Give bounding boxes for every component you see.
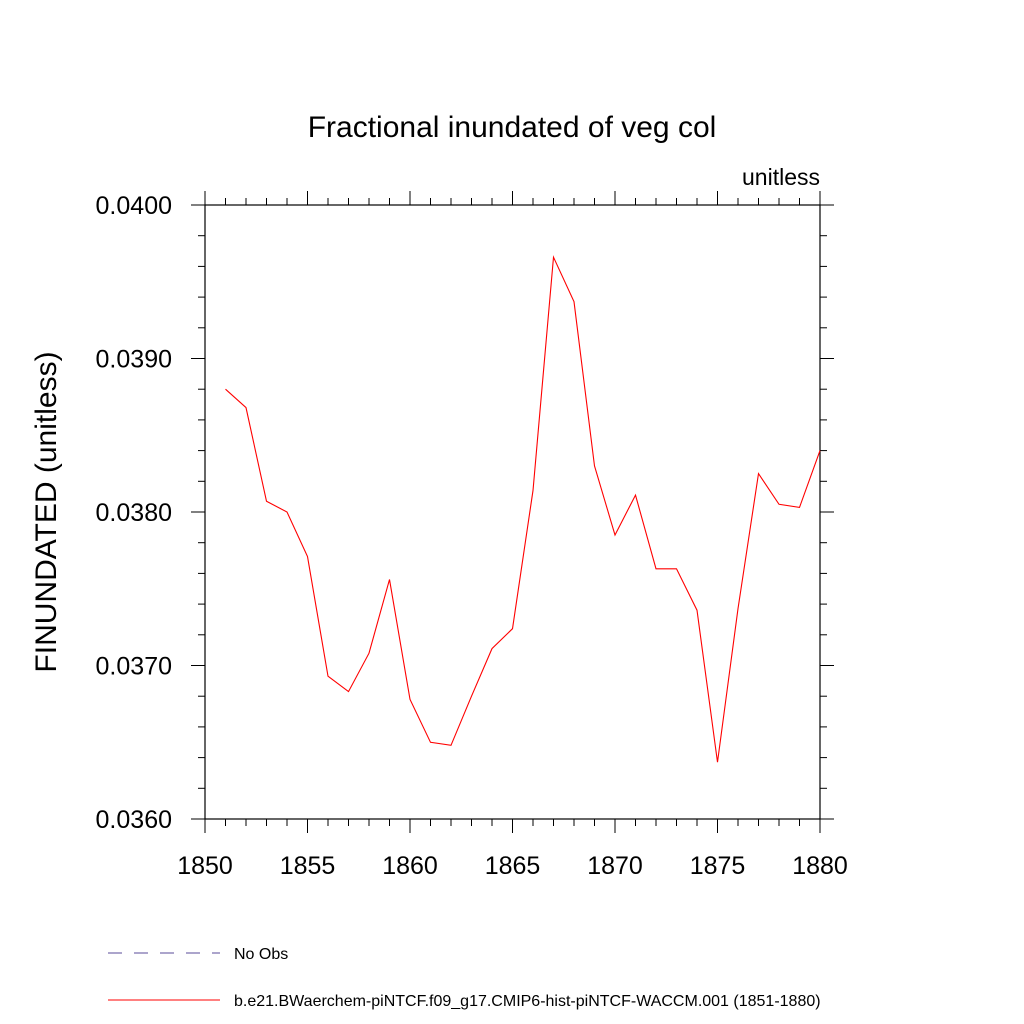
legend: No Obs b.e21.BWaerchem-piNTCF.f09_g17.CM… bbox=[108, 946, 821, 1010]
x-tick-label: 1875 bbox=[690, 852, 746, 880]
x-tick-label: 1855 bbox=[280, 852, 336, 880]
y-tick-label: 0.0360 bbox=[96, 806, 172, 834]
x-tick-label: 1880 bbox=[792, 852, 848, 880]
plot-frame bbox=[204, 204, 821, 820]
axis-ticks bbox=[191, 191, 834, 833]
x-tick-label: 1850 bbox=[177, 852, 233, 880]
chart-title: Fractional inundated of veg col bbox=[308, 111, 717, 144]
y-tick-label: 0.0400 bbox=[96, 192, 172, 220]
x-tick-label: 1865 bbox=[485, 852, 541, 880]
legend-label-model-run: b.e21.BWaerchem-piNTCF.f09_g17.CMIP6-his… bbox=[234, 993, 821, 1010]
y-tick-label: 0.0390 bbox=[96, 346, 172, 374]
x-tick-label: 1860 bbox=[382, 852, 438, 880]
y-tick-label: 0.0370 bbox=[96, 653, 172, 681]
series-line bbox=[225, 255, 821, 763]
y-tick-label: 0.0380 bbox=[96, 499, 172, 527]
legend-label-no-obs: No Obs bbox=[234, 946, 288, 963]
x-tick-labels: 1850 1855 1860 1865 1870 1875 1880 bbox=[177, 852, 848, 880]
data-series bbox=[225, 255, 821, 763]
units-label: unitless bbox=[742, 164, 820, 190]
y-axis-label: FINUNDATED (unitless) bbox=[30, 351, 63, 672]
y-tick-labels: 0.0360 0.0370 0.0380 0.0390 0.0400 bbox=[96, 192, 172, 834]
x-tick-label: 1870 bbox=[587, 852, 643, 880]
